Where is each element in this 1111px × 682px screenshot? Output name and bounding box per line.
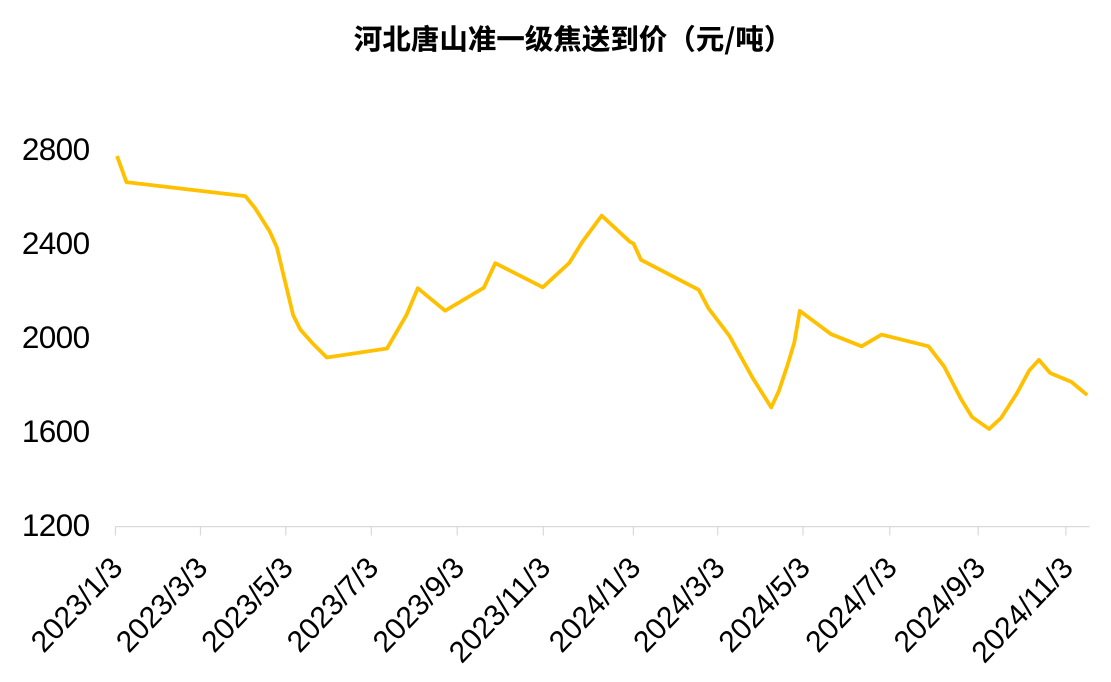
svg-text:2024/7/3: 2024/7/3 [799, 551, 903, 658]
svg-text:2023/1/3: 2023/1/3 [25, 551, 129, 658]
svg-text:1600: 1600 [22, 413, 90, 449]
svg-text:2024/5/3: 2024/5/3 [713, 551, 817, 658]
svg-text:2800: 2800 [22, 131, 90, 167]
svg-text:2023/5/3: 2023/5/3 [195, 551, 299, 658]
svg-text:2023/3/3: 2023/3/3 [110, 551, 214, 658]
svg-text:2400: 2400 [22, 225, 90, 261]
svg-text:1200: 1200 [22, 507, 90, 543]
svg-text:2024/1/3: 2024/1/3 [543, 551, 647, 658]
svg-text:2023/7/3: 2023/7/3 [281, 551, 385, 658]
svg-text:2000: 2000 [22, 319, 90, 355]
svg-text:2024/3/3: 2024/3/3 [627, 551, 731, 658]
